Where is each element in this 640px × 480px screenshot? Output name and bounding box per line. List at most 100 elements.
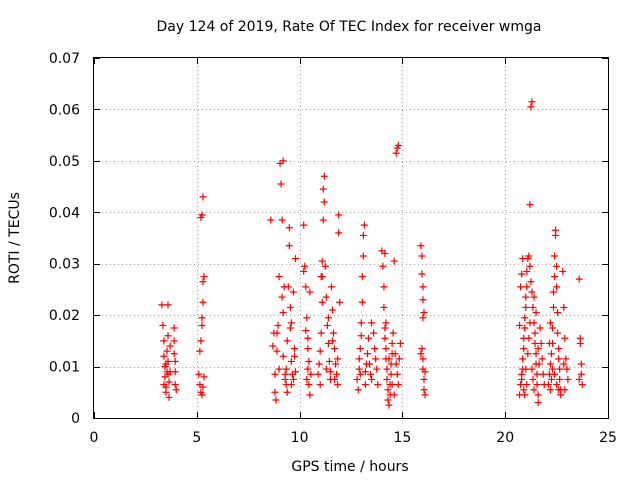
data-point: [390, 391, 398, 399]
data-point: [361, 368, 369, 376]
data-point: [281, 375, 289, 383]
data-point: [522, 365, 530, 373]
x-tick-labels: 0 5 10 15 20 25: [90, 430, 617, 446]
data-point: [527, 278, 535, 286]
y-tick-label: 0.03: [49, 257, 80, 273]
data-point: [197, 337, 205, 345]
data-point: [385, 401, 393, 409]
data-point: [300, 267, 308, 275]
data-point: [305, 357, 313, 365]
data-point: [529, 303, 537, 311]
data-point: [359, 231, 367, 239]
data-point: [536, 324, 544, 332]
data-point: [334, 381, 342, 389]
data-point: [328, 306, 336, 314]
data-point: [162, 360, 170, 368]
data-point: [364, 334, 372, 342]
data-point: [279, 157, 287, 165]
data-point: [278, 293, 286, 301]
data-point: [387, 370, 395, 378]
data-point: [323, 321, 331, 329]
data-point: [552, 231, 560, 239]
data-point: [318, 257, 326, 265]
data-point: [199, 278, 207, 286]
data-point: [550, 288, 558, 296]
data-point: [534, 399, 542, 407]
data-point: [330, 329, 338, 337]
data-point: [372, 355, 380, 363]
data-point: [334, 355, 342, 363]
data-point: [286, 324, 294, 332]
data-point: [328, 337, 336, 345]
data-point: [354, 386, 362, 394]
data-point: [548, 365, 556, 373]
data-point: [336, 298, 344, 306]
data-point: [538, 355, 546, 363]
data-point: [560, 360, 568, 368]
data-point: [170, 324, 178, 332]
data-point: [324, 339, 332, 347]
data-point: [546, 386, 554, 394]
data-point: [303, 375, 311, 383]
y-tick-label: 0.07: [49, 51, 80, 67]
data-point: [159, 321, 167, 329]
data-point: [381, 249, 389, 257]
y-tick-label: 0: [71, 411, 80, 427]
data-point: [322, 293, 330, 301]
data-point: [575, 375, 583, 383]
data-point: [394, 141, 402, 149]
data-point: [282, 365, 290, 373]
data-point: [277, 180, 285, 188]
data-point: [368, 375, 376, 383]
data-point: [554, 329, 562, 337]
data-point: [559, 267, 567, 275]
data-point: [320, 198, 328, 206]
data-point: [283, 388, 291, 396]
data-point: [320, 172, 328, 180]
data-point: [160, 337, 168, 345]
y-tick-label: 0.06: [49, 102, 80, 118]
data-point: [289, 375, 297, 383]
data-point: [353, 375, 361, 383]
data-point: [417, 350, 425, 358]
data-point: [306, 288, 314, 296]
data-point: [555, 345, 563, 353]
data-point: [391, 350, 399, 358]
x-axis-label: GPS time / hours: [291, 459, 408, 475]
data-point: [534, 391, 542, 399]
data-point: [171, 381, 179, 389]
data-point: [160, 352, 168, 360]
data-point: [555, 355, 563, 363]
data-point: [529, 375, 537, 383]
data-point: [392, 360, 400, 368]
data-point: [554, 309, 562, 317]
data-point: [363, 350, 371, 358]
data-point: [526, 262, 534, 270]
data-point: [533, 370, 541, 378]
data-point: [322, 365, 330, 373]
data-point: [380, 303, 388, 311]
data-point: [519, 355, 527, 363]
data-point: [278, 216, 286, 224]
data-point: [531, 339, 539, 347]
data-point: [575, 275, 583, 283]
data-point: [195, 370, 203, 378]
data-point: [383, 365, 391, 373]
data-point: [384, 386, 392, 394]
data-point: [518, 270, 526, 278]
data-point: [516, 321, 524, 329]
data-point: [578, 381, 586, 389]
plot-frame: [93, 57, 609, 419]
data-point: [164, 301, 172, 309]
data-point: [199, 298, 207, 306]
data-point: [528, 365, 536, 373]
data-point: [518, 370, 526, 378]
data-points: [158, 98, 586, 409]
data-point: [526, 319, 534, 327]
data-point: [371, 345, 379, 353]
data-point: [381, 324, 389, 332]
data-point: [560, 303, 568, 311]
data-point: [546, 319, 554, 327]
data-point: [374, 381, 382, 389]
data-point: [550, 303, 558, 311]
